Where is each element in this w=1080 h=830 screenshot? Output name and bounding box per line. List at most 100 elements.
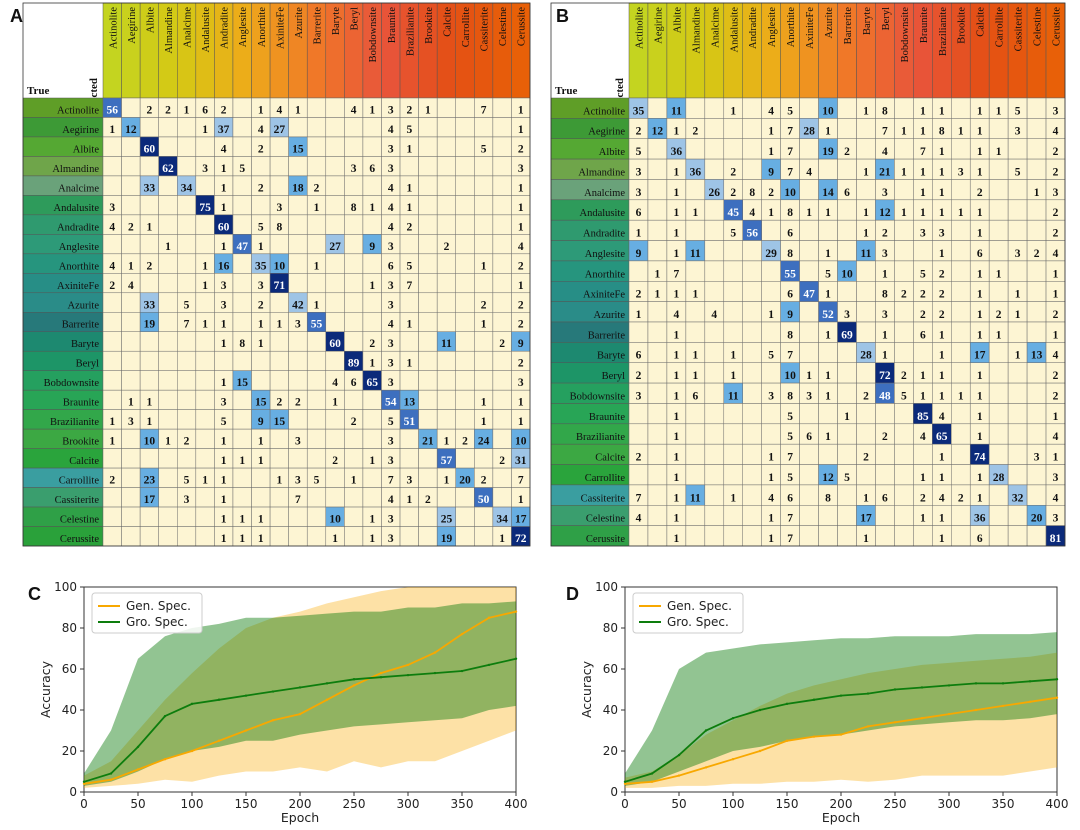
cm-cell-value: 11 — [690, 248, 701, 260]
cm-cell — [818, 403, 838, 425]
cm-cell-value: 1 — [825, 329, 831, 341]
cm-cell-value: 34 — [496, 514, 508, 526]
cm-cell — [306, 136, 327, 157]
cm-cell-value: 10 — [144, 436, 156, 448]
cm-cell — [455, 253, 475, 274]
cm-cell — [362, 175, 382, 196]
cm-cell — [761, 321, 781, 343]
cm-cell-value: 2 — [258, 299, 264, 311]
cm-cell — [102, 389, 122, 410]
cm-cell-value: 2 — [184, 436, 190, 448]
cm-cell-value: 5 — [258, 221, 264, 233]
cm-cell-value: 5 — [844, 472, 850, 484]
cm-cell-value: 14 — [822, 187, 834, 199]
cm-cell-value: 7 — [636, 492, 642, 504]
cm-cell-value: 21 — [422, 436, 434, 448]
cm-cell-value: 1 — [258, 241, 264, 253]
cm-cell — [306, 331, 327, 352]
cm-cell-value: 56 — [746, 228, 758, 240]
series-point — [866, 725, 870, 728]
cm-cell-value: 11 — [728, 390, 739, 402]
cm-cell-value: 3 — [388, 299, 394, 311]
cm-cell — [704, 97, 725, 119]
cm-cell — [436, 350, 456, 371]
cm-cell — [232, 195, 252, 216]
cm-cell — [988, 199, 1009, 221]
cm-cell — [418, 175, 438, 196]
cm-cell — [647, 179, 668, 201]
series-point — [460, 632, 464, 636]
cm-cell — [158, 214, 178, 235]
cm-cell — [704, 403, 725, 425]
cm-cell-value: 7 — [787, 452, 793, 464]
cm-col-label: Carrollite — [461, 7, 472, 48]
cm-cell-value: 4 — [332, 377, 338, 389]
cm-cell — [1026, 525, 1047, 547]
cm-cell-value: 2 — [109, 475, 115, 487]
x-tick-label: 0 — [80, 797, 88, 811]
cm-cell-value: 1 — [825, 126, 831, 138]
cm-cell — [455, 409, 475, 430]
cm-cell-value: 1 — [202, 475, 208, 487]
cm-cell-value: 1 — [977, 289, 983, 301]
cm-cell — [455, 136, 475, 157]
cm-cell — [1026, 484, 1047, 506]
cm-cell — [232, 175, 252, 196]
cm-cell-value: 1 — [481, 416, 487, 428]
cm-cell — [177, 350, 197, 371]
cm-cell — [399, 428, 419, 449]
cm-cell-value: 2 — [128, 221, 134, 233]
cm-cell — [436, 175, 456, 196]
cm-cell-value: 10 — [274, 260, 286, 272]
cm-cell-value: 1 — [202, 124, 208, 136]
cm-cell — [742, 505, 762, 526]
cm-cell — [685, 301, 706, 323]
y-tick-label: 0 — [610, 785, 618, 799]
cm-cell — [474, 526, 494, 547]
cm-cell — [799, 464, 819, 486]
cm-cell — [344, 292, 364, 313]
series-point — [217, 698, 221, 701]
cm-cell-value: 2 — [977, 187, 983, 199]
cm-cell — [685, 179, 706, 201]
cm-cell — [761, 219, 781, 241]
cm-cell — [492, 156, 512, 177]
cm-cell-value: 15 — [236, 377, 248, 389]
cm-cell-value: 42 — [292, 299, 304, 311]
cm-cell-value: 3 — [295, 475, 301, 487]
cm-cell-value: 3 — [295, 436, 301, 448]
cm-cell — [742, 342, 762, 363]
series-point — [514, 610, 518, 613]
cm-cell — [1007, 464, 1028, 486]
cm-cell-value: 1 — [221, 475, 227, 487]
cm-cell — [704, 342, 725, 363]
cm-col-label: Calcite — [976, 7, 987, 37]
cm-cell — [362, 467, 382, 488]
cm-cell-value: 2 — [863, 390, 869, 402]
cm-cell — [344, 331, 364, 352]
cm-cell — [177, 526, 197, 547]
cm-cell-value: 1 — [221, 319, 227, 331]
cm-cell-value: 4 — [1053, 492, 1059, 504]
cm-cell — [761, 281, 781, 302]
legend-label: Gen. Spec. — [126, 599, 191, 613]
cm-cell-value: 4 — [939, 411, 945, 423]
cm-cell-value: 1 — [109, 124, 115, 136]
cm-cell — [362, 428, 382, 449]
cm-cell — [742, 464, 762, 486]
cm-cell-value: 60 — [218, 221, 230, 233]
cm-cell-value: 1 — [825, 390, 831, 402]
cm-cell-value: 3 — [1034, 452, 1040, 464]
cm-cell-value: 1 — [369, 358, 375, 370]
x-tick-label: 250 — [884, 797, 907, 811]
cm-cell-value: 1 — [692, 370, 698, 382]
cm-cell — [647, 240, 668, 262]
cm-cell — [761, 423, 781, 445]
cm-cell-value: 1 — [920, 513, 926, 525]
cm-cell-value: 1 — [768, 146, 774, 158]
cm-cell-value: 1 — [674, 492, 680, 504]
cm-cell — [723, 281, 743, 302]
cm-cell-value: 1 — [109, 416, 115, 428]
cm-col-label: Andalusite — [201, 7, 212, 53]
cm-cell — [288, 117, 308, 138]
